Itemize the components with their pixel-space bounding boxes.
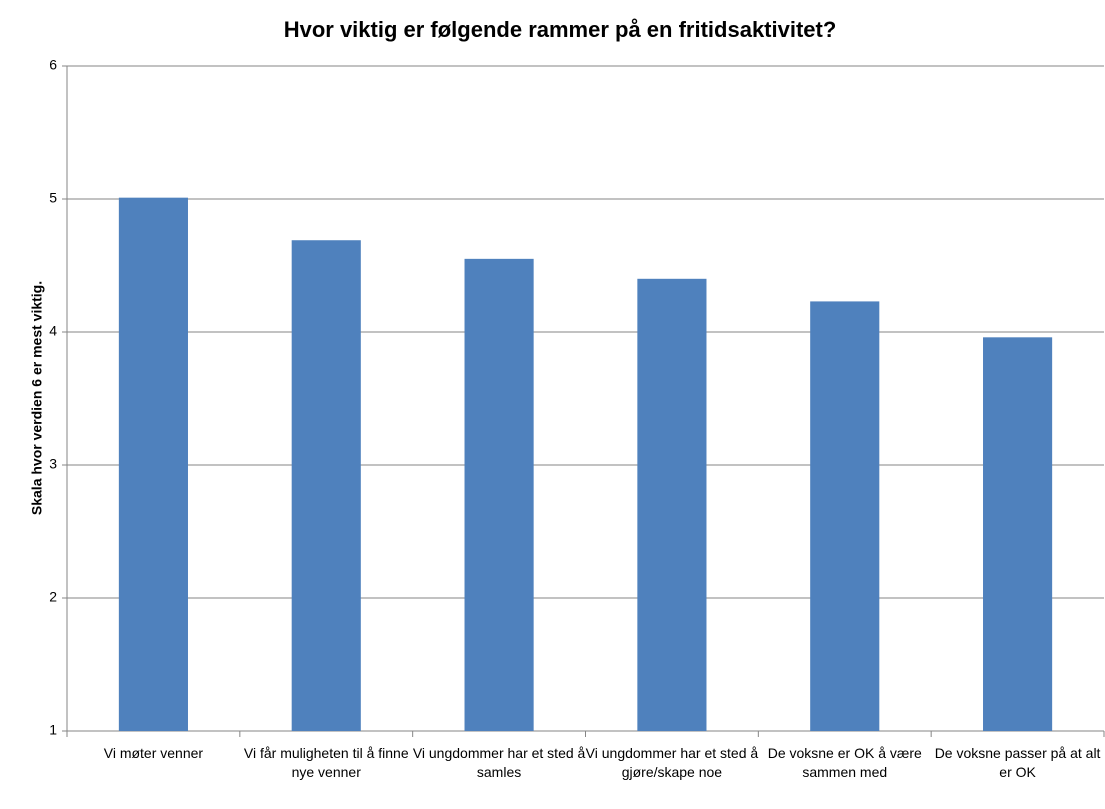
bar [810,301,880,731]
y-tick-label: 1 [49,722,57,738]
bar [291,240,361,732]
x-tick-label: Vi får muligheten til å finne nye venner [243,745,409,780]
bar [118,197,188,732]
x-tick-label: De voksne passer på at alt er OK [934,745,1101,780]
y-tick-label: 5 [49,190,57,206]
y-axis-label: Skala hvor verdien 6 er mest viktig. [29,281,45,515]
bar [637,278,707,731]
y-tick-label: 6 [49,57,57,73]
chart-title: Hvor viktig er følgende rammer på en fri… [284,17,837,42]
bar [983,337,1053,731]
x-tick-label: Vi ungdommer har et sted å samles [412,745,586,780]
x-tick-label: Vi ungdommer har et sted å gjøre/skape n… [585,745,759,780]
y-tick-label: 2 [49,589,57,605]
y-tick-label: 4 [49,323,57,339]
x-tick-label: De voksne er OK å være sammen med [767,745,922,780]
y-tick-label: 3 [49,456,57,472]
x-tick-label: Vi møter venner [103,745,204,761]
bar [464,258,534,731]
